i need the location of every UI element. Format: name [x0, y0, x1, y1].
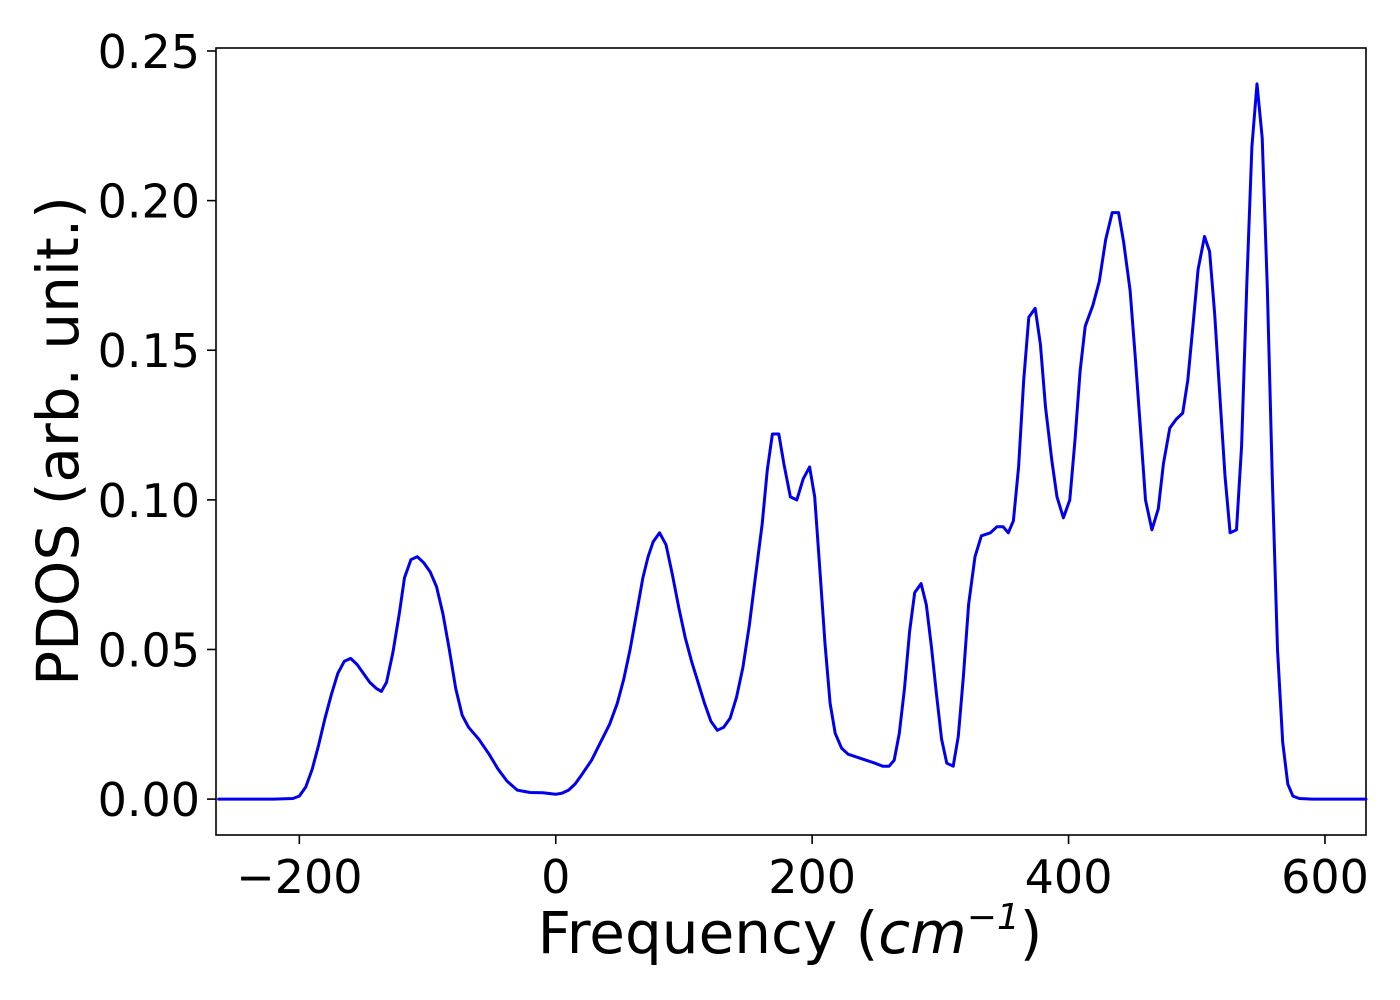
x-tick-label: 200	[768, 850, 856, 904]
pdos-series-line	[217, 82, 1368, 801]
y-axis-ticks: 0.00 0.05 0.10 0.15 0.20 0.25	[98, 25, 216, 827]
y-axis-label: PDOS (arb. unit.)	[24, 196, 92, 686]
x-tick-label: 0	[541, 850, 570, 904]
x-axis-label: Frequency (cm−1)	[538, 897, 1043, 967]
x-axis-ticks: −200 0 200 400 600	[236, 835, 1369, 904]
x-tick-label: 600	[1281, 850, 1369, 904]
x-tick-label: −200	[236, 850, 362, 904]
plot-area-frame	[215, 47, 1367, 836]
y-tick-label: 0.05	[98, 623, 200, 677]
y-tick-label: 0.10	[98, 474, 200, 528]
y-tick-label: 0.25	[98, 25, 200, 79]
y-tick-label: 0.15	[98, 324, 200, 378]
y-tick-label: 0.20	[98, 175, 200, 229]
x-tick-label: 400	[1025, 850, 1113, 904]
y-tick-label: 0.00	[98, 773, 200, 827]
